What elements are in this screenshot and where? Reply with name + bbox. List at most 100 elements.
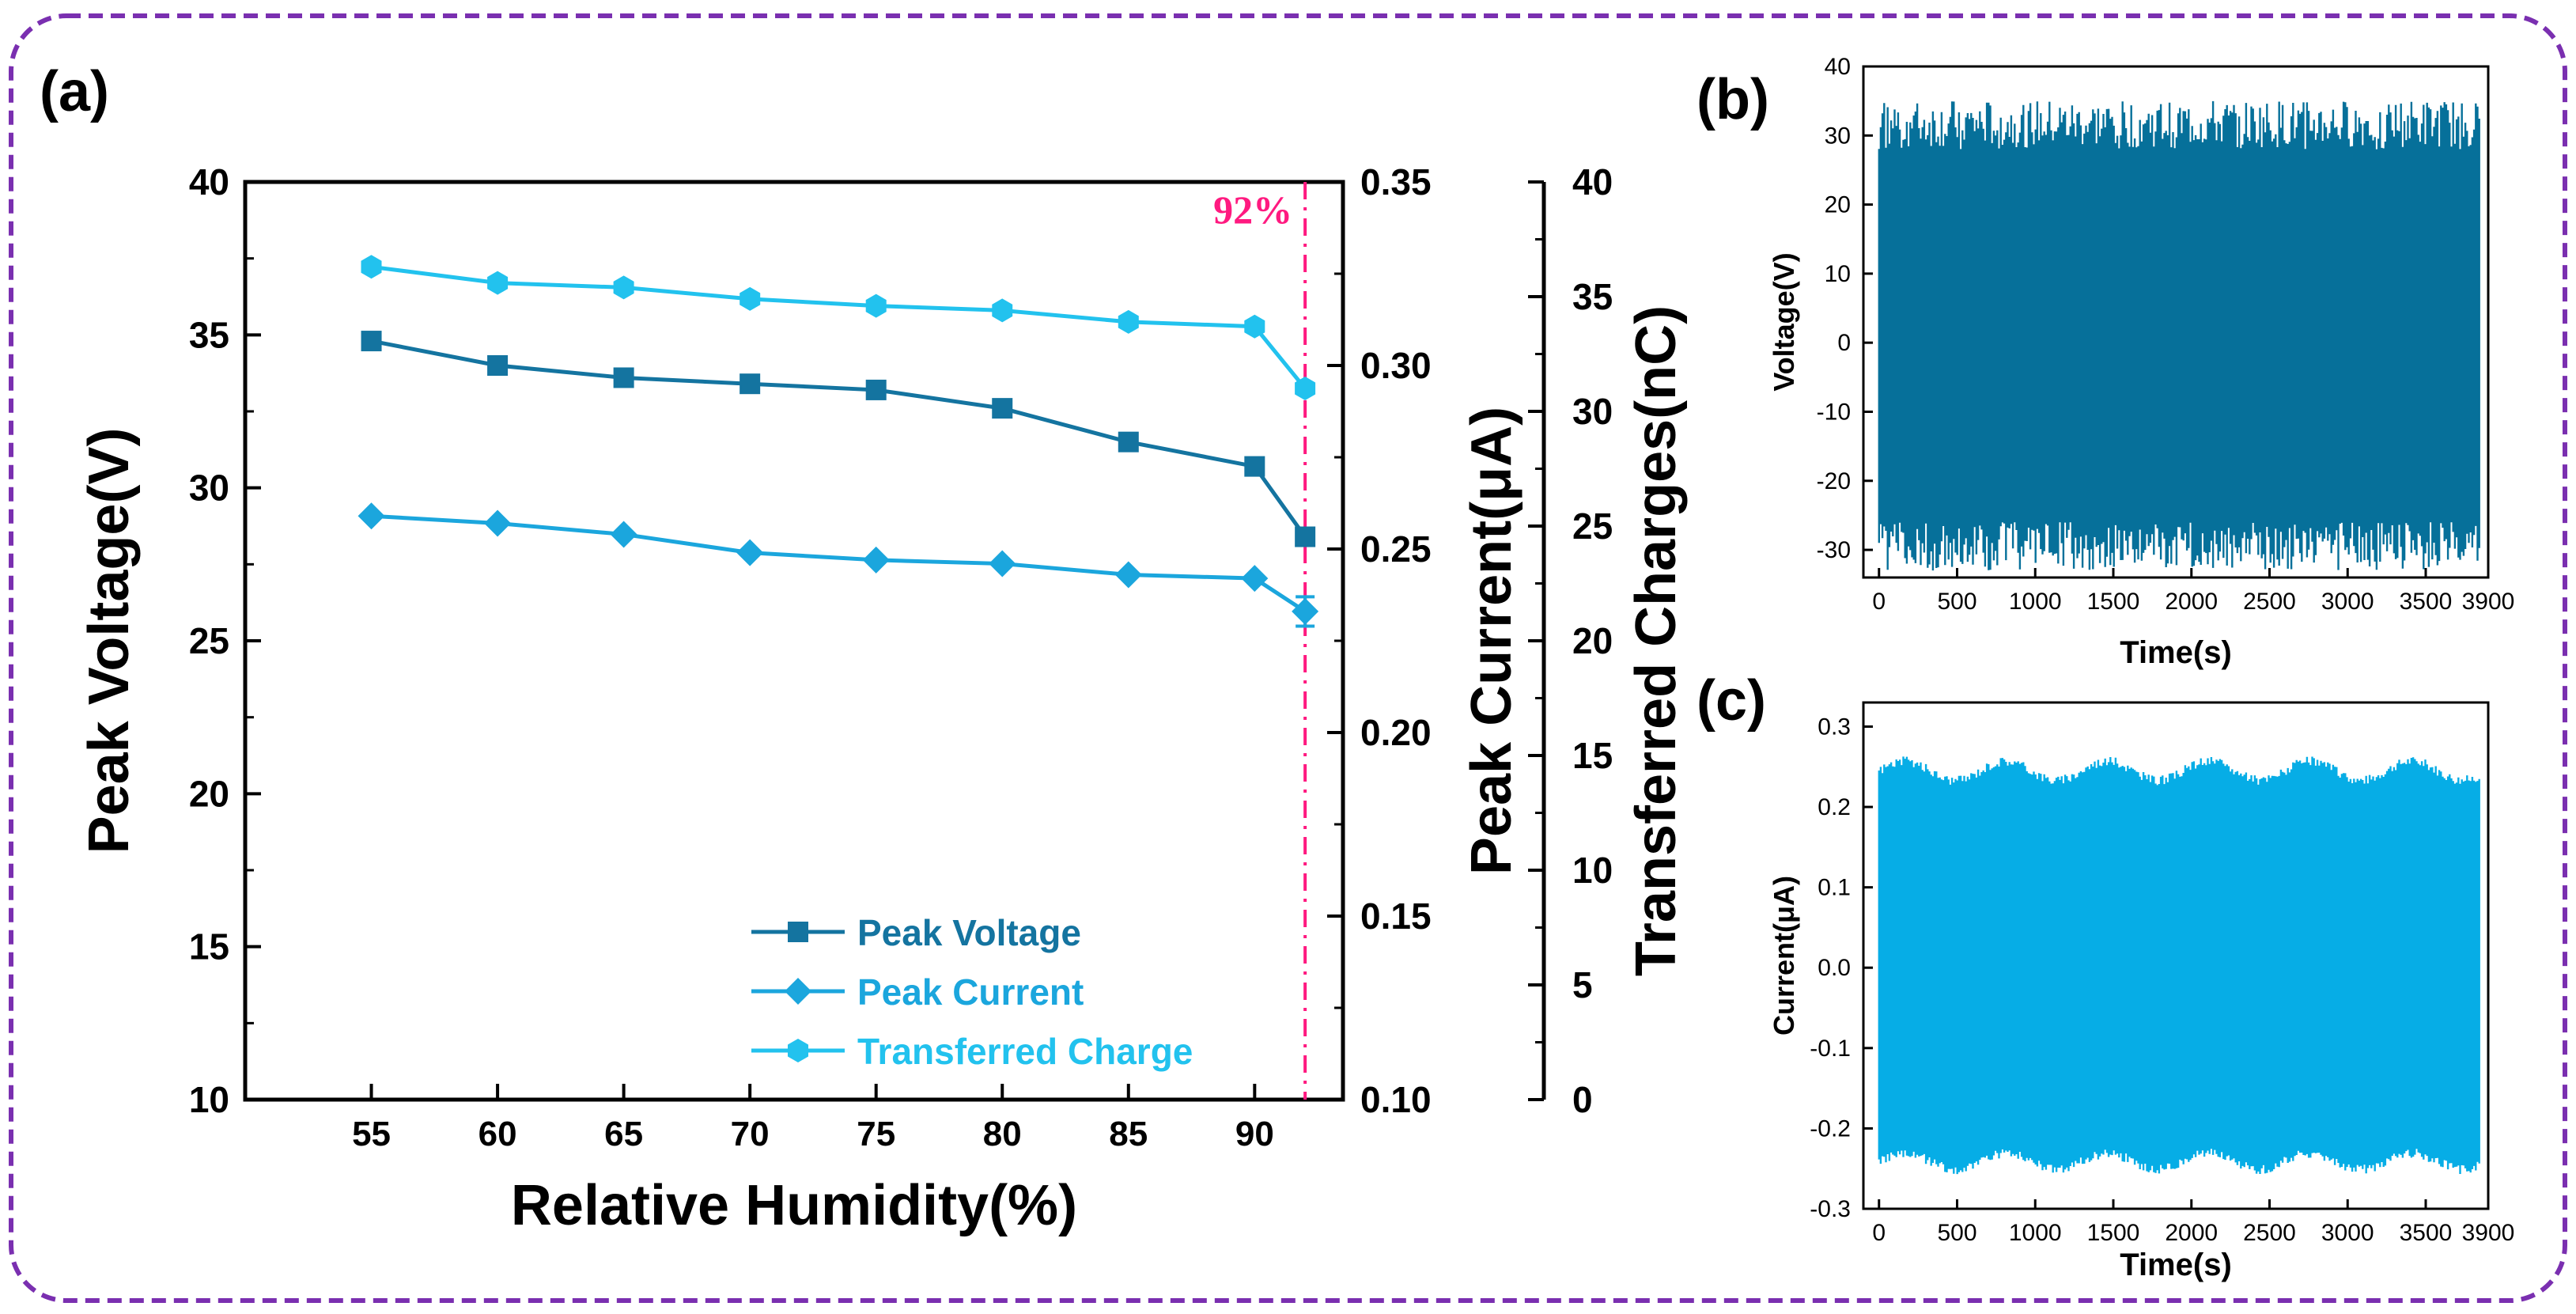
right1-tick-label: 0.30 <box>1360 345 1432 386</box>
panel-c-y-axis-title: Current(μA) <box>1768 876 1800 1036</box>
legend-transferred-charge-marker <box>788 1039 808 1062</box>
transferred-charge-point <box>1244 314 1265 339</box>
x-tick-label: 1500 <box>2087 1220 2140 1246</box>
peak-current-series-line <box>371 513 1307 613</box>
peak-voltage-point <box>740 373 761 395</box>
y-tick-label: -0.3 <box>1810 1196 1851 1222</box>
legend-peak-current-marker <box>785 978 811 1005</box>
legend-peak-current-label: Peak Current <box>857 971 1084 1013</box>
left-tick-label: 40 <box>189 161 229 203</box>
peak-current-point <box>1241 565 1269 593</box>
panel-b-plot-area <box>1862 65 2490 579</box>
panel-c-label: (c) <box>1697 669 1766 733</box>
x-tick-label: 1000 <box>2009 589 2062 615</box>
y-tick-label: 0.1 <box>1818 875 1851 901</box>
right1-tick-label: 0.15 <box>1360 896 1432 937</box>
x-tick-label: 2500 <box>2243 589 2296 615</box>
legend-peak-voltage-label: Peak Voltage <box>857 912 1081 953</box>
peak-current-point <box>736 539 764 566</box>
peak-voltage-point <box>1244 456 1265 477</box>
waveform-trace <box>1878 756 2480 1175</box>
y-tick-label: 10 <box>1825 261 1851 287</box>
peak-current-point <box>610 521 637 548</box>
x-tick-label: 2000 <box>2165 589 2218 615</box>
right2-tick-label: 20 <box>1572 620 1613 661</box>
right1-tick-label: 0.35 <box>1360 161 1432 203</box>
peak-voltage-point <box>1295 526 1316 547</box>
figure-frame <box>9 13 2567 1303</box>
right1-tick-label: 0.10 <box>1360 1079 1432 1120</box>
waveform-trace <box>1878 100 2480 571</box>
x-tick-label: 500 <box>1937 1220 1976 1246</box>
x-tick-label: 0 <box>1872 1220 1886 1246</box>
peak-current-point <box>357 502 385 530</box>
peak-voltage-point <box>487 355 509 376</box>
peak-current-point <box>1292 597 1319 625</box>
peak-current-point <box>1114 561 1142 589</box>
transferred-charge-point <box>1118 309 1139 334</box>
x-tick-label: 60 <box>479 1115 517 1153</box>
y-tick-label: -20 <box>1817 468 1851 494</box>
current-waveform <box>1878 756 2480 1175</box>
x-tick-label: 55 <box>352 1115 391 1153</box>
x-tick-label: 85 <box>1109 1115 1148 1153</box>
x-tick-label: 2500 <box>2243 1220 2296 1246</box>
left-tick-label: 20 <box>189 773 229 814</box>
peak-voltage-point <box>1118 431 1139 453</box>
x-tick-label: 65 <box>604 1115 643 1153</box>
x-tick-label: 500 <box>1937 589 1976 615</box>
x-tick-label: 1000 <box>2009 1220 2062 1246</box>
legend-peak-voltage-marker <box>788 922 808 942</box>
panel-a-chart: 55 60 65 70 75 80 85 90 10 15 20 25 30 35 40 0.10 0.15 0.… <box>78 161 1688 1237</box>
y-tick-label: 0.3 <box>1818 714 1851 740</box>
transferred-charges-axis-title: Transferred Charges(nC) <box>1625 305 1688 976</box>
transferred-charge-point <box>740 286 761 311</box>
y-tick-label: 20 <box>1825 192 1851 218</box>
x-tick-label: 3900 <box>2462 1220 2515 1246</box>
y-tick-label: 40 <box>1825 54 1851 80</box>
panel-b-y-axis-title: Voltage(V) <box>1768 252 1800 391</box>
peak-voltage-axis-title: Peak Voltage(V) <box>78 428 141 854</box>
transferred-charge-point <box>487 271 509 295</box>
x-tick-label: 0 <box>1872 589 1886 615</box>
panel-b-label: (b) <box>1697 68 1769 131</box>
peak-current-point <box>484 509 512 537</box>
y-tick-label: -0.2 <box>1810 1115 1851 1142</box>
right2-tick-label: 5 <box>1572 964 1593 1005</box>
panel-a-label: (a) <box>40 60 109 123</box>
right2-tick-label: 40 <box>1572 161 1613 203</box>
y-tick-label: -30 <box>1817 537 1851 563</box>
y-tick-label: 0.0 <box>1818 955 1851 981</box>
transferred-charge-point <box>361 255 382 279</box>
peak-current-axis-title: Peak Current(μA) <box>1460 407 1523 875</box>
panel-a-legend: Peak Voltage Peak Current Transferred Char… <box>751 912 1193 1072</box>
x-tick-label: 75 <box>857 1115 895 1153</box>
x-tick-label: 3000 <box>2321 589 2374 615</box>
panel-b-x-axis-title: Time(s) <box>2120 635 2232 670</box>
panel-c-chart: 0 500 1000 1500 2000 2500 3000 3500 3900 -0.3 -0.2… <box>1768 701 2515 1282</box>
peak-voltage-point <box>992 398 1013 419</box>
x-tick-label: 90 <box>1235 1115 1274 1153</box>
peak-voltage-point <box>865 379 887 400</box>
peak-current-point <box>989 550 1016 577</box>
x-tick-label: 3000 <box>2321 1220 2374 1246</box>
right1-tick-label: 0.20 <box>1360 712 1432 753</box>
left-tick-label: 35 <box>189 314 229 355</box>
x-tick-label: 70 <box>731 1115 770 1153</box>
x-tick-label: 80 <box>983 1115 1022 1153</box>
panel-a-x-axis-title: Relative Humidity(%) <box>511 1174 1077 1237</box>
right2-tick-label: 35 <box>1572 276 1613 317</box>
humidity-92-annotation: 92% <box>1213 187 1292 232</box>
transferred-charge-point <box>613 275 634 300</box>
x-tick-label: 2000 <box>2165 1220 2218 1246</box>
x-tick-label: 1500 <box>2087 589 2140 615</box>
y-tick-label: -10 <box>1817 399 1851 425</box>
peak-voltage-series-line <box>371 339 1307 538</box>
transferred-charge-point <box>1295 377 1316 400</box>
peak-voltage-point <box>361 331 382 352</box>
transferred-charge-point <box>865 293 887 318</box>
panel-b-chart: 0 500 1000 1500 2000 2500 3000 3500 3900 -30 -20 -1… <box>1768 54 2514 670</box>
y-tick-label: -0.1 <box>1810 1036 1851 1062</box>
y-tick-label: 0 <box>1837 330 1851 356</box>
